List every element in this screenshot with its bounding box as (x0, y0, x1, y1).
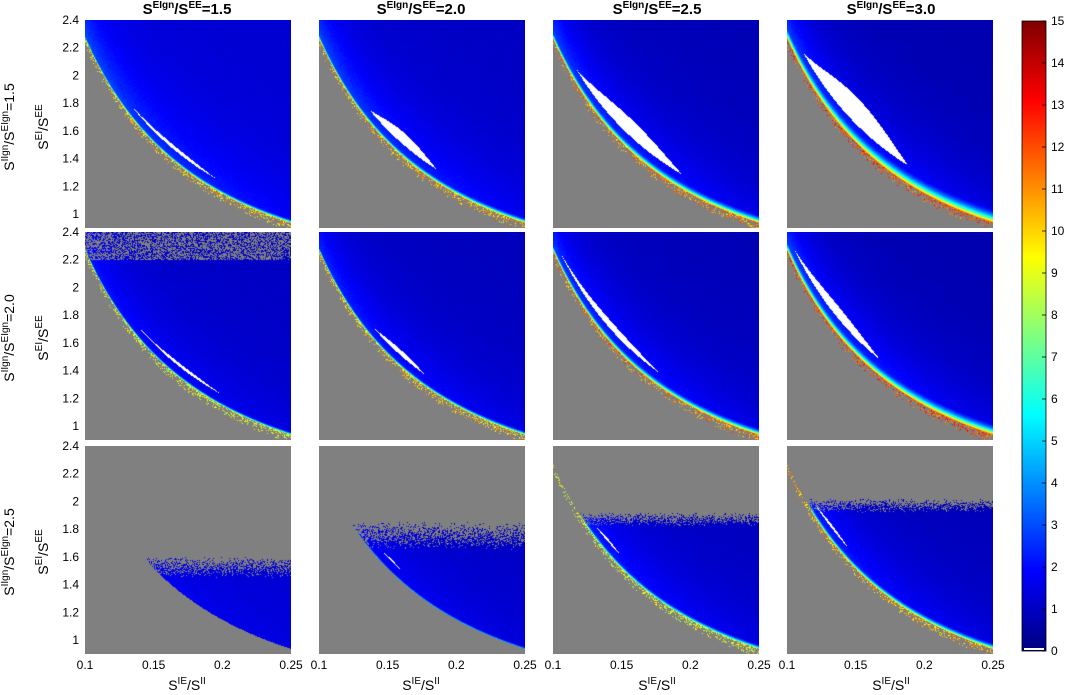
colorbar-tick-label-3: 3 (1051, 518, 1058, 532)
colorbar-tick-label-12: 12 (1051, 140, 1065, 154)
y-axis-labels: SEI/SEE SEI/SEE SEI/SEE (34, 104, 51, 575)
colorbar-tick-label-14: 14 (1051, 56, 1065, 70)
heatmap-panel-r3-c2 (319, 446, 525, 654)
y-tick-label-r2-1: 1.2 (62, 391, 79, 405)
y-tick-label-r1-0: 1 (72, 207, 79, 221)
colorbar-tick-label-2: 2 (1051, 560, 1058, 574)
heatmap-panel-r2-c1 (85, 232, 291, 440)
colorbar-tick-label-10: 10 (1051, 224, 1065, 238)
heatmap-panel-r1-c4 (787, 20, 993, 228)
colorbar-gradient (1022, 21, 1046, 651)
y-tick-label-r3-1: 1.2 (62, 605, 79, 619)
x-tick-label-c1-2: 0.2 (214, 658, 231, 672)
heatmap-panel-r2-c3 (553, 232, 759, 440)
axis-ticks: 1 1.2 1.4 1.6 1.8 2 2.2 2.4 1 1.2 1.4 1.6 1.8 2 2.2 2.4… (62, 13, 1005, 672)
y-tick-label-r3-4: 1.8 (62, 522, 79, 536)
x-axis-label-col-4: SIE/SII (872, 676, 910, 693)
y-tick-label-r1-6: 2.2 (62, 41, 79, 55)
row-title-3: SIIgn/SEIgn=2.5 (0, 508, 17, 596)
x-tick-label-c2-0: 0.1 (311, 658, 328, 672)
x-tick-label-c4-0: 0.1 (779, 658, 796, 672)
colorbar-tick-label-11: 11 (1051, 182, 1064, 196)
colorbar-tick-label-7: 7 (1051, 350, 1058, 364)
colorbar-tick-label-8: 8 (1051, 308, 1058, 322)
heatmap-panel-r2-c4 (787, 232, 993, 440)
heatmap-panel-r1-c2 (319, 20, 525, 228)
heatmap-panel-r3-c4 (787, 446, 993, 654)
x-axis-label-col-2: SIE/SII (402, 676, 440, 693)
colorbar-tick-label-4: 4 (1051, 476, 1058, 490)
row-titles: SIIgn/SEIgn=1.5 SIIgn/SEIgn=2.0 SIIgn/SE… (0, 83, 17, 596)
colorbar-tick-label-15: 15 (1051, 14, 1065, 28)
y-tick-label-r1-5: 2 (72, 68, 79, 82)
x-tick-label-c3-1: 0.15 (610, 658, 634, 672)
x-tick-label-c3-3: 0.25 (747, 658, 771, 672)
y-tick-label-r3-2: 1.4 (62, 578, 79, 592)
y-axis-label-row-1: SEI/SEE (34, 104, 51, 150)
y-tick-label-r1-2: 1.4 (62, 152, 79, 166)
y-tick-label-r3-3: 1.6 (62, 550, 79, 564)
y-tick-label-r3-5: 2 (72, 494, 79, 508)
colorbar-tick-label-13: 13 (1051, 98, 1065, 112)
y-tick-label-r3-6: 2.2 (62, 467, 79, 481)
colorbar-tick-label-0: 0 (1051, 644, 1058, 658)
heatmap-panels (85, 20, 993, 654)
x-axis-labels: SIE/SII SIE/SII SIE/SII SIE/SII (168, 676, 910, 693)
colorbar-white-marker (1024, 648, 1044, 650)
y-tick-label-r2-0: 1 (72, 419, 79, 433)
y-tick-label-r2-2: 1.4 (62, 364, 79, 378)
y-tick-label-r2-3: 1.6 (62, 336, 79, 350)
x-tick-label-c1-0: 0.1 (77, 658, 94, 672)
column-title-1: SEIgn/SEE=1.5 (143, 0, 232, 18)
x-tick-label-c1-3: 0.25 (279, 658, 303, 672)
y-tick-label-r1-3: 1.6 (62, 124, 79, 138)
column-title-4: SEIgn/SEE=3.0 (847, 0, 936, 18)
heatmap-panel-r3-c3 (553, 446, 759, 654)
y-tick-label-r2-5: 2 (72, 280, 79, 294)
y-tick-label-r3-7: 2.4 (62, 439, 79, 453)
x-tick-label-c2-1: 0.15 (376, 658, 400, 672)
y-tick-label-r2-7: 2.4 (62, 225, 79, 239)
row-title-1: SIIgn/SEIgn=1.5 (0, 83, 17, 171)
column-title-3: SEIgn/SEE=2.5 (613, 0, 702, 18)
y-tick-label-r1-4: 1.8 (62, 96, 79, 110)
x-axis-label-col-1: SIE/SII (168, 676, 206, 693)
colorbar-tick-label-9: 9 (1051, 266, 1058, 280)
x-tick-label-c1-1: 0.15 (142, 658, 166, 672)
heatmap-panel-r2-c2 (319, 232, 525, 440)
x-tick-label-c3-2: 0.2 (682, 658, 699, 672)
x-tick-label-c2-2: 0.2 (448, 658, 465, 672)
y-tick-label-r3-0: 1 (72, 633, 79, 647)
column-titles: SEIgn/SEE=1.5 SEIgn/SEE=2.0 SEIgn/SEE=2.… (143, 0, 936, 18)
x-tick-label-c4-1: 0.15 (844, 658, 868, 672)
colorbar-tick-label-6: 6 (1051, 392, 1058, 406)
row-title-2: SIIgn/SEIgn=2.0 (0, 294, 17, 382)
y-tick-label-r2-4: 1.8 (62, 308, 79, 322)
y-tick-label-r1-1: 1.2 (62, 179, 79, 193)
y-axis-label-row-3: SEI/SEE (34, 529, 51, 575)
y-tick-label-r1-7: 2.4 (62, 13, 79, 27)
y-tick-label-r2-6: 2.2 (62, 253, 79, 267)
colorbar-tick-label-1: 1 (1051, 602, 1058, 616)
heatmap-panel-r3-c1 (85, 446, 291, 654)
colorbar-frame (1021, 20, 1047, 652)
x-tick-label-c4-2: 0.2 (916, 658, 933, 672)
x-tick-label-c2-3: 0.25 (513, 658, 537, 672)
x-axis-label-col-3: SIE/SII (638, 676, 676, 693)
y-axis-label-row-2: SEI/SEE (34, 315, 51, 361)
colorbar-tick-label-5: 5 (1051, 434, 1058, 448)
heatmap-panel-r1-c1 (85, 20, 291, 228)
heatmap-panel-r1-c3 (553, 20, 759, 228)
column-title-2: SEIgn/SEE=2.0 (377, 0, 466, 18)
x-tick-label-c3-0: 0.1 (545, 658, 562, 672)
x-tick-label-c4-3: 0.25 (981, 658, 1005, 672)
